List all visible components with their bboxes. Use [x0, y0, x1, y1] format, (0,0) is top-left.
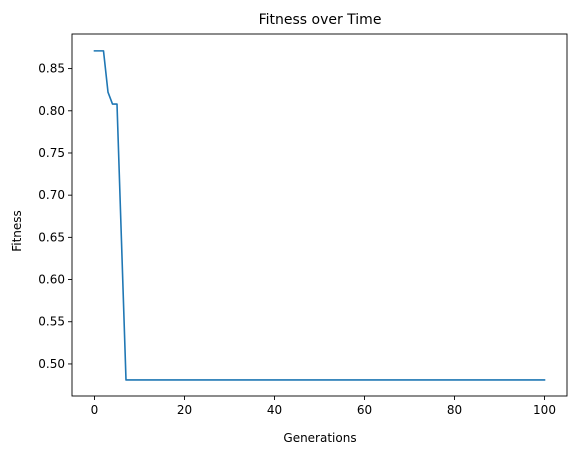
chart-title: Fitness over Time [259, 12, 382, 28]
y-tick-label-0.55: 0.55 [38, 315, 65, 329]
series-line-0 [93, 50, 546, 381]
x-tick-label-0: 0 [91, 403, 99, 417]
y-tick-label-0.50: 0.50 [38, 357, 65, 371]
x-tick-label-80: 80 [447, 403, 462, 417]
y-tick-label-0.65: 0.65 [38, 230, 65, 244]
y-tick-label-0.70: 0.70 [38, 188, 65, 202]
x-tick-label-40: 40 [267, 403, 282, 417]
y-axis-label: Fitness [10, 210, 24, 252]
plot-area: 0 20 40 60 80 100 0.50 0.55 0.60 0.65 0.70 0.75 0.80… [38, 33, 568, 417]
x-tick-label-20: 20 [177, 403, 192, 417]
x-tick-label-100: 100 [533, 403, 556, 417]
y-tick-label-0.75: 0.75 [38, 146, 65, 160]
x-tick-label-60: 60 [357, 403, 372, 417]
y-tick-label-0.60: 0.60 [38, 273, 65, 287]
x-axis-label: Generations [283, 431, 356, 445]
y-tick-label-0.80: 0.80 [38, 104, 65, 118]
axes-frame [71, 33, 568, 397]
y-tick-label-0.85: 0.85 [38, 62, 65, 76]
